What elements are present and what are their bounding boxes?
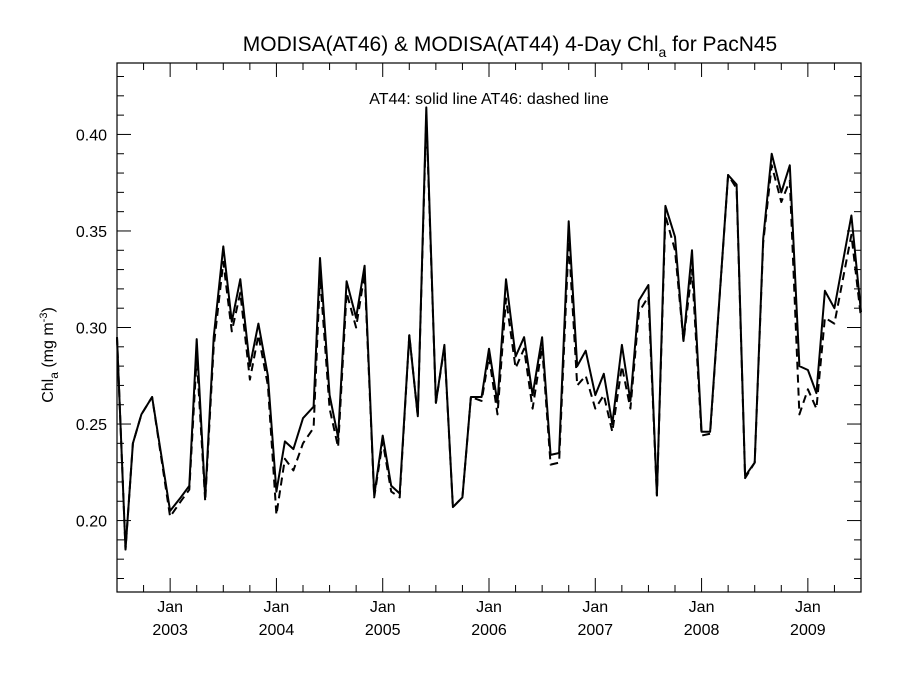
y-tick-label: 0.20 bbox=[76, 514, 107, 531]
y-tick-label: 0.35 bbox=[76, 224, 107, 241]
legend-annotation: AT44: solid line AT46: dashed line bbox=[369, 91, 609, 108]
series-line-at44 bbox=[116, 106, 862, 551]
y-axis-label: Chla (mg m-3) bbox=[38, 307, 61, 403]
plot-frame bbox=[116, 62, 862, 593]
x-tick-year-label: 2005 bbox=[365, 622, 401, 639]
series-lines bbox=[116, 106, 862, 551]
x-tick-year-label: 2006 bbox=[471, 622, 507, 639]
x-tick-month-label: Jan bbox=[157, 599, 183, 616]
x-tick-month-label: Jan bbox=[264, 599, 290, 616]
x-tick-year-label: 2003 bbox=[152, 622, 188, 639]
y-tick-label: 0.25 bbox=[76, 417, 107, 434]
x-tick-year-label: 2009 bbox=[790, 622, 826, 639]
x-tick-year-label: 2007 bbox=[577, 622, 613, 639]
x-tick-month-label: Jan bbox=[370, 599, 396, 616]
x-tick-month-label: Jan bbox=[689, 599, 715, 616]
chart-title: MODISA(AT46) & MODISA(AT44) 4-Day Chla f… bbox=[243, 33, 777, 60]
x-tick-month-label: Jan bbox=[582, 599, 608, 616]
x-tick-year-label: 2008 bbox=[684, 622, 720, 639]
x-tick-month-label: Jan bbox=[476, 599, 502, 616]
y-tick-label: 0.40 bbox=[76, 127, 107, 144]
x-tick-month-label: Jan bbox=[795, 599, 821, 616]
y-tick-label: 0.30 bbox=[76, 321, 107, 338]
axis-ticks: 0.20 0.25 0.30 0.35 0.40 Jan 2003 Jan 2004 Jan 200… bbox=[76, 63, 861, 639]
x-tick-year-label: 2004 bbox=[259, 622, 295, 639]
series-line-at46 bbox=[116, 114, 862, 551]
